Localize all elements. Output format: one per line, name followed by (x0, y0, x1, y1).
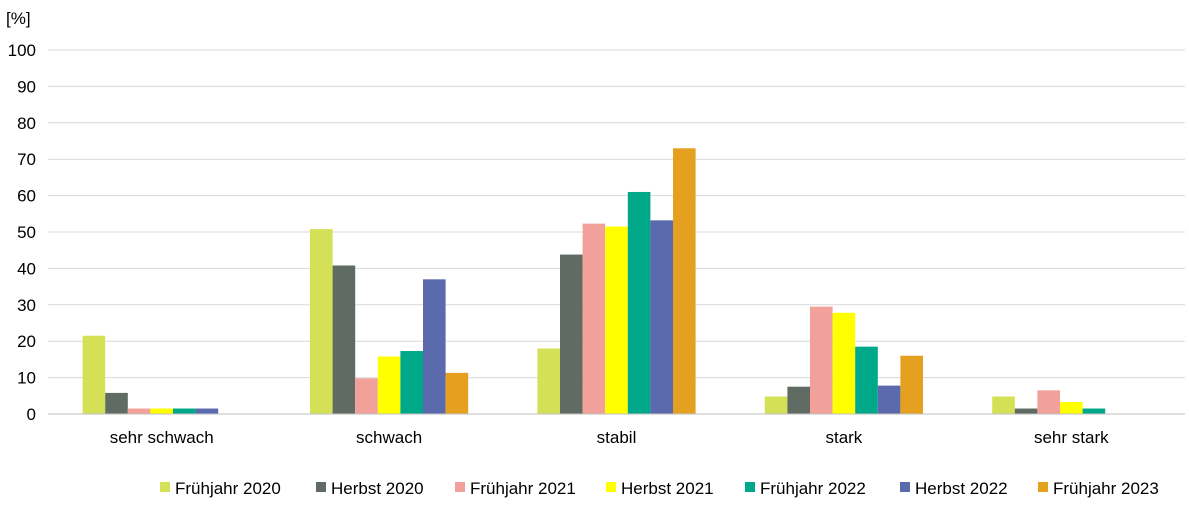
bar (377, 356, 401, 414)
legend-label: Herbst 2022 (915, 479, 1008, 498)
y-tick-label: 60 (17, 187, 36, 206)
category-label: stabil (597, 428, 637, 447)
y-axis-unit-label: [%] (6, 9, 31, 28)
bar (605, 226, 628, 414)
y-tick-label: 80 (17, 114, 36, 133)
bar (832, 312, 856, 414)
bar (173, 408, 196, 414)
legend-swatch (316, 482, 326, 492)
category-label: schwach (356, 428, 422, 447)
category-label: sehr schwach (110, 428, 214, 447)
y-tick-label: 50 (17, 223, 36, 242)
bar (332, 265, 356, 414)
bar (627, 191, 651, 414)
bar (810, 306, 833, 414)
bar (310, 229, 333, 414)
bar (400, 351, 423, 414)
bar (992, 396, 1015, 414)
bar (1014, 408, 1038, 414)
legend-label: Herbst 2020 (331, 479, 424, 498)
legend-swatch (1038, 482, 1048, 492)
category-labels: sehr schwach schwach stabil stark sehr stark (110, 428, 1109, 447)
bar (355, 378, 378, 414)
bar (855, 346, 878, 414)
legend-swatch (606, 482, 616, 492)
bar (82, 335, 106, 414)
legend-label: Herbst 2021 (621, 479, 714, 498)
bar (445, 372, 469, 414)
bar (127, 408, 151, 414)
bar (900, 355, 923, 414)
legend-label: Frühjahr 2020 (175, 479, 281, 498)
y-tick-label: 90 (17, 77, 36, 96)
y-tick-label: 10 (17, 369, 36, 388)
legend-swatch (455, 482, 465, 492)
y-axis-ticks: 0 10 20 30 40 50 60 70 80 90 100 (8, 41, 36, 424)
bar (105, 392, 128, 414)
legend-swatch (745, 482, 755, 492)
legend-swatch (160, 482, 170, 492)
bar (537, 348, 560, 414)
bar (673, 148, 696, 414)
legend-label: Frühjahr 2021 (470, 479, 576, 498)
legend: Frühjahr 2020 Herbst 2020 Frühjahr 2021 Her… (160, 479, 1159, 498)
bar (1037, 390, 1060, 414)
category-label: sehr stark (1034, 428, 1109, 447)
bar (582, 223, 606, 414)
bars (82, 148, 1106, 414)
bar (877, 385, 901, 414)
bar (560, 254, 583, 414)
legend-label: Frühjahr 2022 (760, 479, 866, 498)
bar (1060, 401, 1083, 414)
bar (787, 386, 810, 414)
bar (423, 279, 446, 414)
category-label: stark (825, 428, 862, 447)
y-tick-label: 30 (17, 296, 36, 315)
y-tick-label: 40 (17, 259, 36, 278)
y-tick-label: 0 (27, 405, 36, 424)
bar (764, 396, 788, 414)
y-tick-label: 100 (8, 41, 36, 60)
y-tick-label: 20 (17, 332, 36, 351)
bar (150, 408, 173, 414)
bar (1082, 408, 1106, 414)
legend-label: Frühjahr 2023 (1053, 479, 1159, 498)
bar (650, 220, 673, 414)
legend-swatch (900, 482, 910, 492)
bar (195, 408, 219, 414)
y-tick-label: 70 (17, 150, 36, 169)
